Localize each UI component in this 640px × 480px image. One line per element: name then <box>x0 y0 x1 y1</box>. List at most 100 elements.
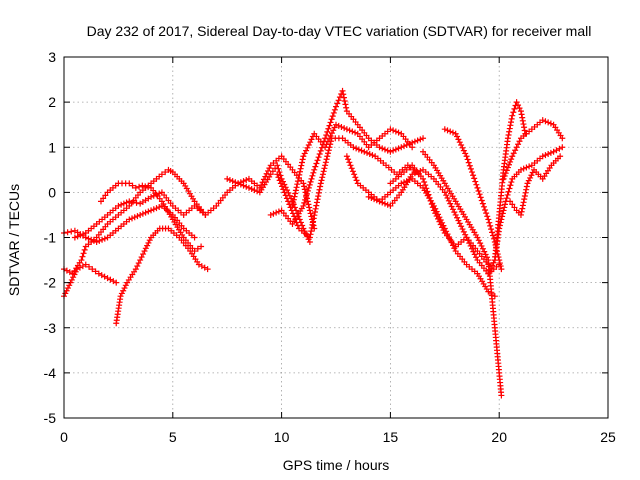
data-point <box>293 219 300 226</box>
data-point <box>126 216 133 223</box>
data-point <box>120 287 127 294</box>
data-point <box>481 248 488 255</box>
data-point <box>547 149 554 156</box>
data-point <box>479 200 486 207</box>
data-point <box>300 180 307 187</box>
data-point <box>299 159 305 166</box>
data-point <box>204 266 211 273</box>
data-point <box>327 119 334 126</box>
data-point <box>464 156 471 163</box>
data-point <box>326 122 333 129</box>
data-point <box>301 150 308 157</box>
data-point <box>473 254 480 261</box>
data-point <box>302 196 309 203</box>
data-point <box>452 130 459 137</box>
data-point <box>254 188 261 195</box>
data-point <box>258 182 265 189</box>
data-point <box>324 138 331 145</box>
series-track-r <box>491 99 529 264</box>
data-point <box>497 263 504 270</box>
data-point <box>329 113 336 120</box>
data-point <box>462 231 469 238</box>
data-point <box>307 210 314 217</box>
data-point <box>395 145 402 152</box>
data-point <box>445 197 452 204</box>
data-point <box>353 177 360 184</box>
data-point <box>319 174 326 181</box>
data-point <box>426 194 433 201</box>
data-point <box>71 234 78 241</box>
data-point <box>317 147 324 154</box>
data-point <box>507 198 514 205</box>
data-point <box>507 158 514 165</box>
grid <box>64 57 608 418</box>
data-point <box>420 135 427 142</box>
data-point <box>427 197 434 204</box>
data-point <box>142 209 149 216</box>
data-point <box>503 195 510 202</box>
data-point <box>134 213 141 220</box>
data-point <box>471 175 478 182</box>
data-point <box>451 209 458 216</box>
data-point <box>340 94 347 101</box>
data-point <box>80 250 87 257</box>
data-point <box>99 236 106 243</box>
data-point <box>262 173 269 180</box>
data-point <box>348 165 355 172</box>
data-point <box>235 180 242 187</box>
data-point <box>66 282 73 289</box>
data-point <box>447 200 454 207</box>
data-point <box>485 216 492 223</box>
data-point <box>422 182 429 189</box>
data-point <box>240 178 247 185</box>
data-point <box>488 226 495 233</box>
data-point <box>441 189 448 196</box>
data-point <box>310 218 317 225</box>
data-point <box>429 204 436 211</box>
data-point <box>275 208 282 215</box>
data-point <box>89 266 96 273</box>
data-point <box>500 175 507 182</box>
data-point <box>509 201 516 208</box>
data-point <box>296 171 303 178</box>
data-point <box>435 215 441 222</box>
data-point <box>325 147 332 154</box>
data-point <box>306 234 313 241</box>
data-point <box>420 175 427 182</box>
data-point <box>129 215 135 222</box>
data-point <box>327 132 334 139</box>
data-point <box>539 153 546 160</box>
data-point <box>518 208 525 215</box>
data-point <box>314 196 321 203</box>
data-point <box>126 180 133 187</box>
data-point <box>312 209 319 216</box>
series-track-c <box>61 261 120 300</box>
data-point <box>432 210 439 217</box>
data-point <box>339 87 346 94</box>
data-point <box>293 184 300 191</box>
data-point <box>421 178 428 185</box>
y-tick-label: 1 <box>48 139 56 155</box>
data-point <box>472 178 479 185</box>
data-point <box>409 144 416 151</box>
data-point <box>323 156 330 163</box>
data-point <box>148 193 155 200</box>
data-point <box>328 116 335 123</box>
data-point <box>458 223 465 230</box>
data-point <box>306 181 313 188</box>
data-point <box>350 144 357 151</box>
data-point <box>376 198 383 205</box>
data-point <box>120 200 127 207</box>
data-point <box>312 163 319 170</box>
data-point <box>440 227 447 234</box>
data-point <box>117 293 124 300</box>
data-point <box>162 169 169 176</box>
data-point <box>142 245 149 252</box>
x-tick-label: 25 <box>600 429 616 445</box>
data-point <box>243 183 250 190</box>
data-point <box>518 111 525 118</box>
data-point <box>283 195 290 202</box>
data-point <box>68 276 75 283</box>
data-point <box>324 128 331 135</box>
